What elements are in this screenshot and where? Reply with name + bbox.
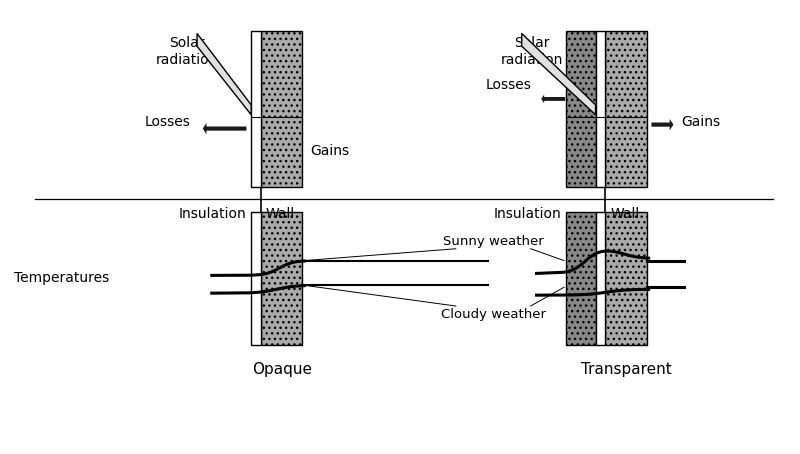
Text: Losses: Losses [144,115,190,128]
Text: Losses: Losses [486,78,531,92]
Text: Solar
radiation: Solar radiation [500,36,562,67]
Text: Insulation: Insulation [494,207,561,221]
Polygon shape [522,34,595,115]
Bar [595,212,606,345]
Text: Gains: Gains [681,115,720,128]
Bar [261,212,302,345]
Bar [251,31,261,187]
Bar [606,31,646,187]
Text: Sunny weather: Sunny weather [443,235,543,248]
Text: Temperatures: Temperatures [14,271,109,286]
Bar [595,31,606,187]
Text: Insulation: Insulation [178,207,246,221]
Bar [251,212,261,345]
Bar [261,31,302,187]
Bar [566,31,595,187]
Text: Opaque: Opaque [252,362,312,377]
Polygon shape [197,34,251,115]
Text: Cloudy weather: Cloudy weather [441,308,546,321]
Text: Transparent: Transparent [581,362,671,377]
Text: Wall: Wall [266,207,295,221]
Text: Gains: Gains [310,144,350,158]
Text: Wall: Wall [610,207,639,221]
Text: Solar
radiation: Solar radiation [156,36,218,67]
Bar [566,212,595,345]
Bar [606,212,646,345]
